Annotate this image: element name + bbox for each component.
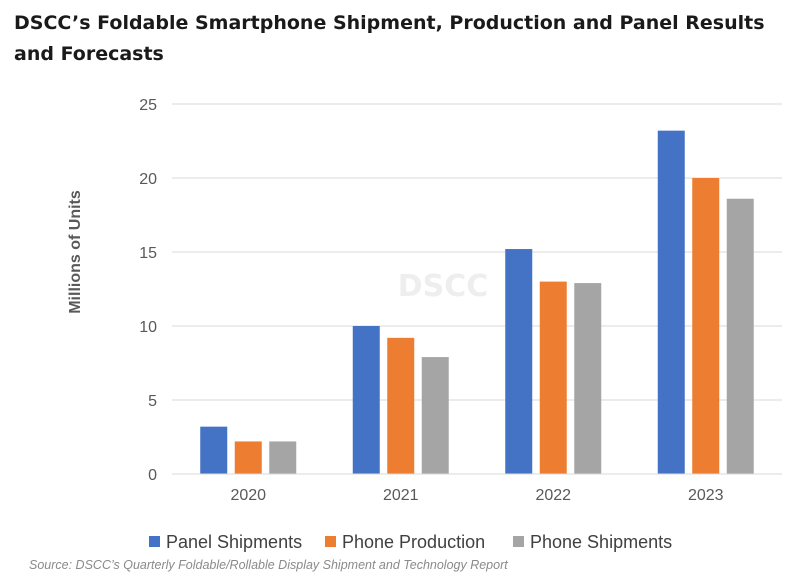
x-tick-label: 2023 — [688, 487, 724, 504]
x-tick-label: 2021 — [383, 487, 419, 504]
legend-label-panel-shipments: Panel Shipments — [166, 532, 302, 552]
legend-swatch-panel-shipments — [149, 536, 160, 547]
legend-label-phone-shipments: Phone Shipments — [530, 532, 672, 552]
watermark: DSCC — [398, 269, 489, 304]
legend-label-phone-production: Phone Production — [342, 532, 485, 552]
y-tick-label: 5 — [148, 393, 157, 410]
bar-2022-panel-shipments — [505, 249, 533, 474]
y-tick-labels: 0 5 10 15 20 25 — [139, 97, 157, 484]
legend: Panel Shipments Phone Production Phone Shi… — [149, 532, 672, 552]
y-tick-label: 10 — [139, 319, 157, 336]
y-tick-label: 25 — [139, 97, 157, 114]
x-tick-labels: 2020 2021 2022 2023 — [230, 487, 723, 504]
source-note: Source: DSCC’s Quarterly Foldable/Rollab… — [29, 558, 508, 572]
bar-2021-panel-shipments — [352, 326, 380, 474]
bars — [200, 130, 754, 474]
x-tick-label: 2022 — [535, 487, 571, 504]
bar-2021-phone-production — [387, 337, 415, 474]
bar-2023-phone-shipments — [726, 198, 754, 474]
legend-swatch-phone-shipments — [513, 536, 524, 547]
bar-2020-phone-shipments — [269, 441, 297, 474]
legend-swatch-phone-production — [325, 536, 336, 547]
gridlines — [172, 103, 782, 401]
bar-2023-panel-shipments — [657, 130, 685, 474]
bar-2021-phone-shipments — [421, 357, 449, 474]
bar-2022-phone-production — [539, 281, 567, 474]
bar-2022-phone-shipments — [574, 283, 602, 474]
bar-2020-panel-shipments — [200, 426, 228, 474]
y-axis-label: Millions of Units — [67, 190, 84, 314]
bar-2023-phone-production — [692, 178, 720, 474]
y-tick-label: 0 — [148, 467, 157, 484]
y-tick-label: 15 — [139, 245, 157, 262]
x-tick-label: 2020 — [230, 487, 266, 504]
bar-2020-phone-production — [234, 441, 262, 474]
y-tick-label: 20 — [139, 171, 157, 188]
chart-title: DSCC’s Foldable Smartphone Shipment, Pro… — [14, 12, 765, 65]
